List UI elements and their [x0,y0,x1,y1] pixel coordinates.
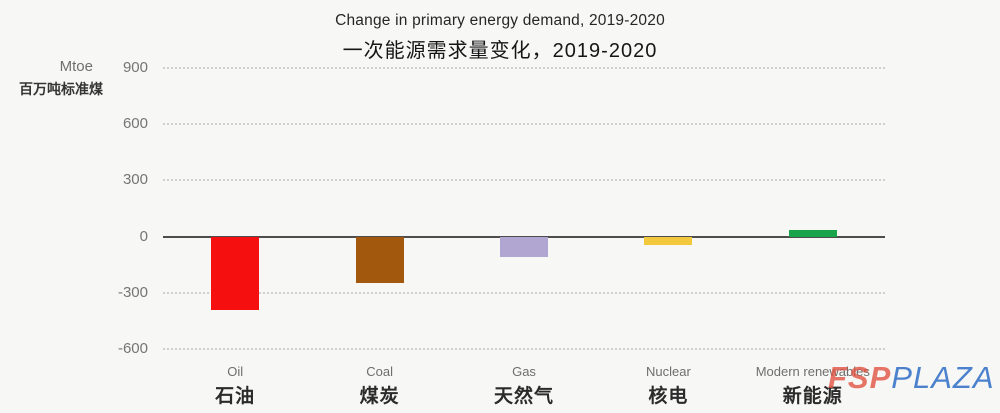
bar-gas [500,236,548,258]
chart-title-english: Change in primary energy demand, 2019-20… [335,12,665,29]
category-label-en-oil: Oil [227,364,244,379]
watermark-fsp: FSP [828,360,892,395]
fspplaza-watermark: FSPPLAZA [828,360,995,396]
category-label-en-coal: Coal [366,364,393,379]
y-tick-900: 900 [122,59,148,76]
y-tick-600: 600 [122,115,148,133]
y-tick--600: -600 [117,340,148,357]
watermark-plaza: PLAZA [891,360,995,395]
bar-coal [355,236,404,284]
category-label-zh-oil: 石油 [215,386,256,407]
y-tick-0: 0 [139,227,148,245]
category-label-zh-gas: 天然气 [493,386,554,407]
bar-modern-renewables [788,230,837,237]
y-tick--300: -300 [117,283,148,301]
category-label-en-gas: Gas [512,364,536,379]
gridline-600 [163,123,885,126]
category-label-en-nuclear: Nuclear [645,364,691,379]
category-label-zh-coal: 煤炭 [359,386,400,407]
y-axis-unit-chinese: 百万吨标准煤 [19,81,103,97]
category-label-zh-nuclear: 核电 [648,386,689,407]
category-label-zh-modern-renewables: 新能源 [782,386,843,407]
category-label-en-modern-renewables: Modern renewables [755,364,870,379]
gridline-900 [163,67,885,69]
bar-oil [211,236,260,310]
bar-nuclear [644,236,693,246]
y-axis-unit-mtoe: Mtoe [59,58,93,75]
gridline--300 [163,291,885,294]
y-tick-300: 300 [122,171,148,189]
gridline-300 [163,179,885,182]
chart-title-chinese: 一次能源需求量变化，2019-2020 [342,40,658,62]
gridline--600 [163,348,885,350]
